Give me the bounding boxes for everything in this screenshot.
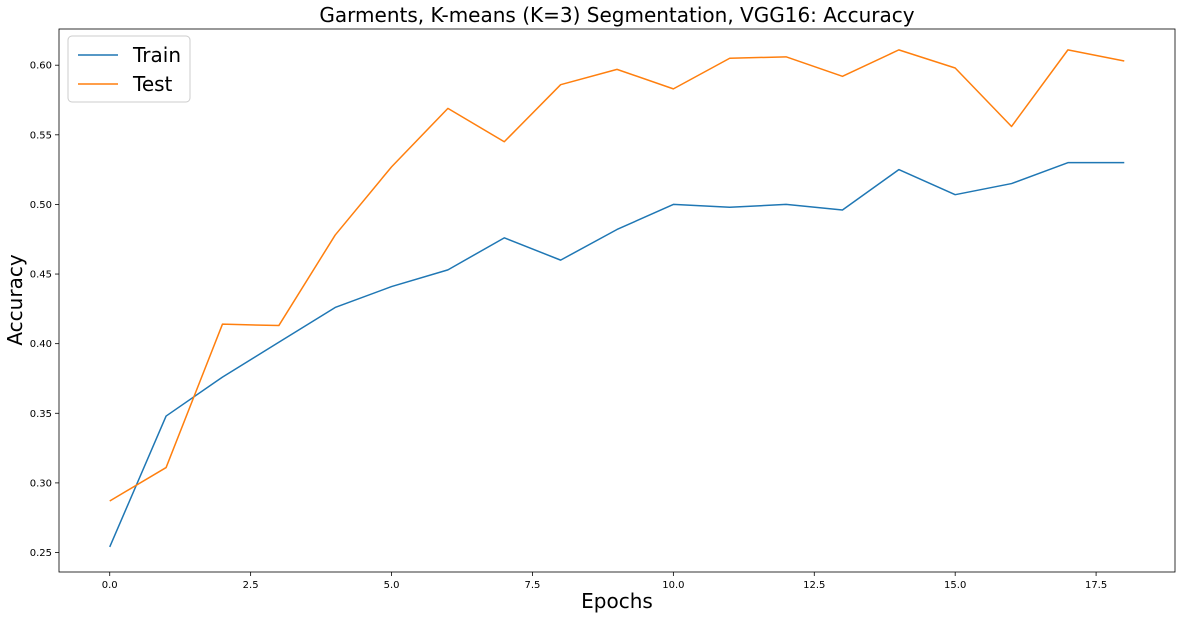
y-tick-label: 0.50 <box>30 200 52 211</box>
y-tick-label: 0.55 <box>30 130 52 141</box>
legend-box <box>67 35 191 103</box>
y-tick-label: 0.45 <box>30 270 52 281</box>
x-tick-label: 10.0 <box>662 580 684 591</box>
series-lines <box>109 49 1125 548</box>
legend-label-train: Train <box>132 43 181 67</box>
x-tick-label: 2.5 <box>243 580 259 591</box>
x-tick-label: 15.0 <box>944 580 966 591</box>
y-axis-title: Accuracy <box>3 254 27 345</box>
y-tick-label: 0.40 <box>30 339 52 350</box>
x-tick-label: 0.0 <box>102 580 118 591</box>
y-tick-label: 0.30 <box>30 478 52 489</box>
y-tick-label: 0.35 <box>30 409 52 420</box>
x-axis-title: Epochs <box>581 589 653 613</box>
x-axis: 0.0 2.5 5.0 7.5 10.0 12.5 15.0 17.5 <box>102 572 1107 591</box>
legend-label-test: Test <box>132 72 173 96</box>
y-tick-label: 0.60 <box>30 61 52 72</box>
plot-area-frame <box>58 28 1176 573</box>
x-tick-label: 7.5 <box>525 580 541 591</box>
y-tick-label: 0.25 <box>30 548 52 559</box>
legend: Train Test <box>67 35 191 103</box>
x-tick-label: 5.0 <box>384 580 400 591</box>
series-line-train <box>109 161 1125 548</box>
x-tick-label: 12.5 <box>803 580 825 591</box>
series-line-test <box>109 49 1125 502</box>
x-tick-label: 17.5 <box>1085 580 1107 591</box>
y-axis: 0.25 0.30 0.35 0.40 0.45 0.50 0.55 0.60 <box>30 61 59 559</box>
chart-title: Garments, K-means (K=3) Segmentation, VG… <box>319 3 914 27</box>
